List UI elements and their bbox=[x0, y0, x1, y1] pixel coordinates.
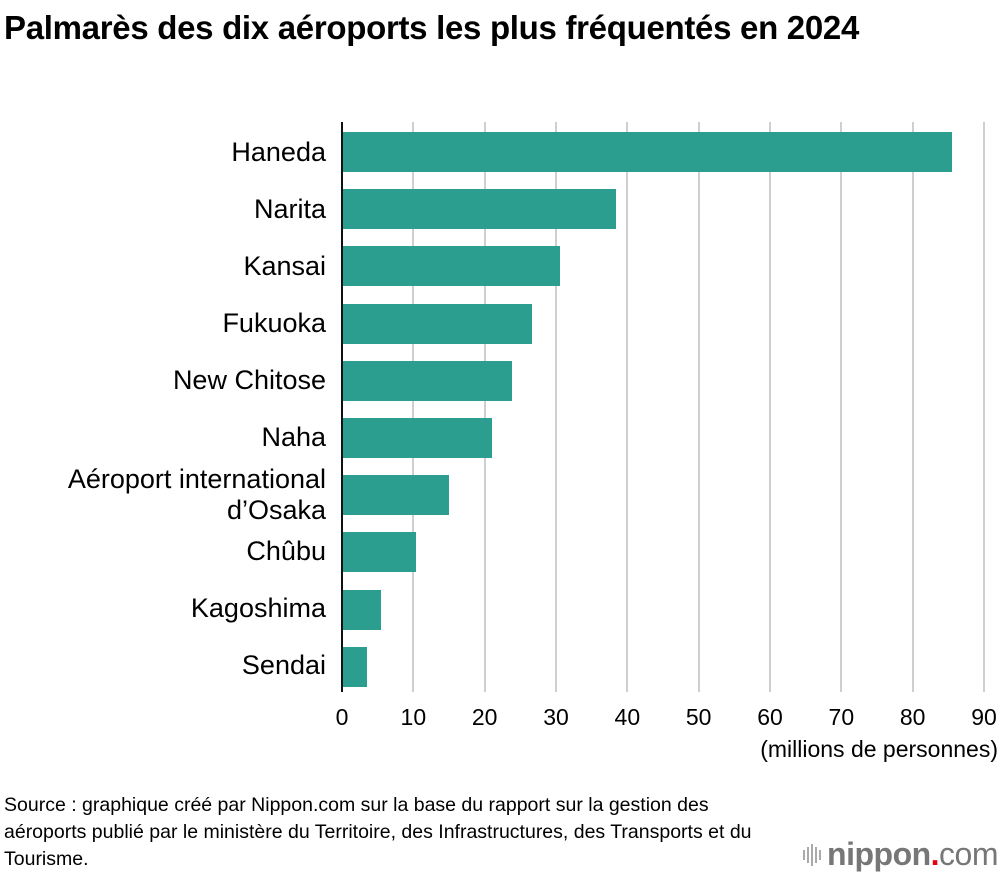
bar bbox=[343, 360, 513, 401]
x-tick-label: 90 bbox=[971, 704, 997, 730]
bar bbox=[343, 132, 953, 172]
category-label: New Chitose bbox=[172, 365, 326, 395]
plot-area bbox=[341, 122, 985, 692]
gridline bbox=[840, 122, 843, 692]
x-axis-unit: (millions de personnes) bbox=[760, 736, 998, 762]
gridline bbox=[626, 122, 629, 692]
category-label: Haneda bbox=[231, 137, 326, 167]
gridline bbox=[483, 122, 486, 692]
bar bbox=[343, 418, 493, 458]
gridline bbox=[769, 122, 771, 692]
category-label: Kagoshima bbox=[190, 593, 326, 623]
bar bbox=[343, 646, 368, 687]
category-label: Naha bbox=[261, 422, 326, 452]
category-label: Chûbu bbox=[246, 536, 326, 566]
category-label: Kansai bbox=[243, 251, 326, 281]
logo-suffix: com bbox=[939, 836, 998, 872]
y-axis-line bbox=[341, 122, 343, 692]
gridline bbox=[911, 122, 914, 692]
nippon-logo: nippon.com bbox=[803, 836, 998, 873]
bar bbox=[343, 589, 381, 630]
bar bbox=[343, 246, 560, 287]
gridline bbox=[983, 122, 985, 692]
bar bbox=[343, 475, 449, 516]
x-tick-label: 70 bbox=[828, 704, 855, 730]
x-tick-label: 10 bbox=[400, 704, 427, 730]
category-label: d’Osaka bbox=[226, 495, 326, 525]
gridline bbox=[697, 122, 700, 692]
sound-bars-icon bbox=[803, 843, 822, 866]
logo-dot: . bbox=[930, 836, 940, 872]
gridline bbox=[412, 122, 415, 692]
x-tick-label: 80 bbox=[899, 704, 926, 730]
x-tick-label: 40 bbox=[614, 704, 641, 730]
gridline bbox=[555, 122, 557, 692]
bar bbox=[343, 189, 616, 230]
category-label: Aéroport international bbox=[67, 464, 326, 494]
x-tick-label: 50 bbox=[685, 704, 712, 730]
x-tick-label: 20 bbox=[471, 704, 498, 730]
x-tick-label: 0 bbox=[335, 704, 349, 730]
source-note: Source : graphique créé par Nippon.com s… bbox=[4, 794, 752, 870]
x-tick-label: 60 bbox=[757, 704, 783, 730]
category-label: Narita bbox=[253, 194, 326, 224]
category-label: Fukuoka bbox=[222, 308, 326, 338]
bar bbox=[343, 303, 533, 344]
logo-name: nippon bbox=[827, 836, 931, 872]
x-tick-label: 30 bbox=[543, 704, 569, 730]
category-label: Sendai bbox=[241, 650, 326, 680]
chart-title: Palmarès des dix aéroports les plus fréq… bbox=[4, 9, 860, 46]
bar bbox=[343, 532, 416, 573]
